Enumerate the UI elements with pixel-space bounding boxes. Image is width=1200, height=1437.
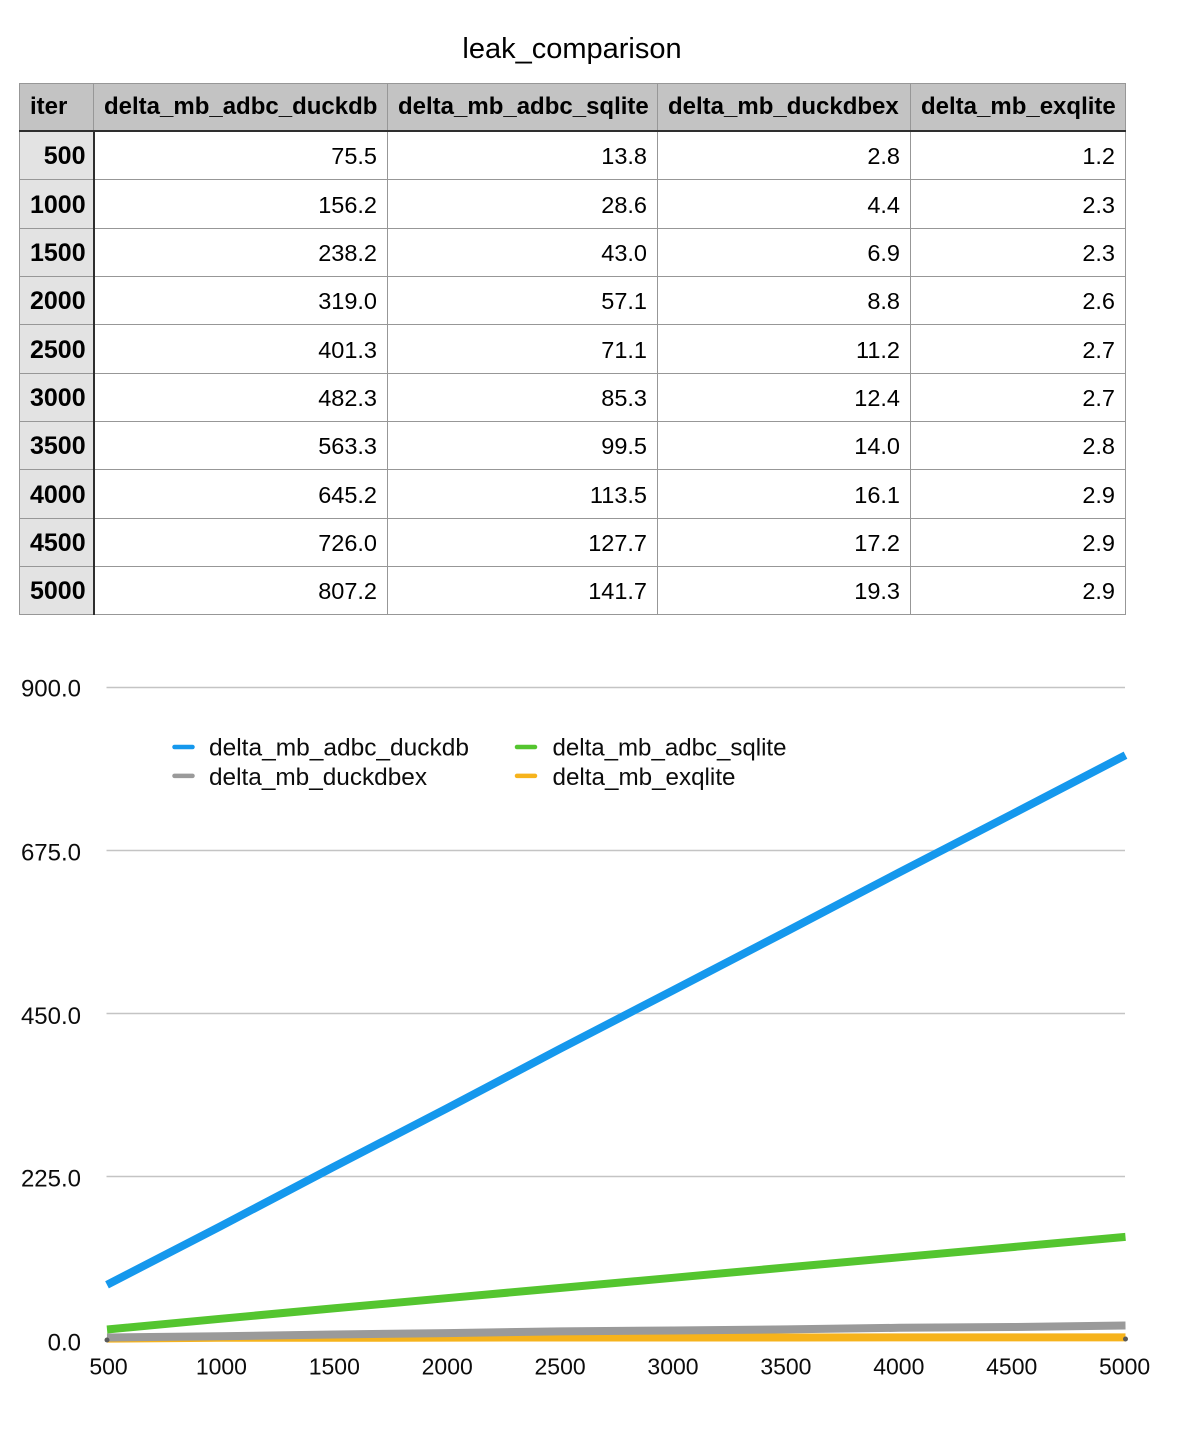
svg-text:0.0: 0.0 [48,1329,81,1356]
svg-text:2000: 2000 [422,1353,473,1379]
svg-text:3000: 3000 [647,1353,698,1379]
svg-text:675.0: 675.0 [21,839,81,866]
svg-text:5000: 5000 [1099,1353,1150,1379]
svg-text:900.0: 900.0 [21,676,81,703]
svg-text:225.0: 225.0 [21,1166,81,1193]
svg-text:3500: 3500 [760,1353,811,1379]
svg-text:delta_mb_adbc_sqlite: delta_mb_adbc_sqlite [553,735,787,762]
svg-text:delta_mb_exqlite: delta_mb_exqlite [553,764,736,791]
svg-text:2500: 2500 [535,1353,586,1379]
svg-text:450.0: 450.0 [21,1003,81,1030]
svg-text:4500: 4500 [986,1353,1037,1379]
svg-text:delta_mb_adbc_duckdb: delta_mb_adbc_duckdb [209,735,469,762]
svg-text:delta_mb_duckdbex: delta_mb_duckdbex [209,764,427,791]
svg-text:1000: 1000 [196,1353,247,1379]
svg-text:500: 500 [89,1353,127,1379]
svg-text:1500: 1500 [309,1353,360,1379]
svg-text:4000: 4000 [873,1353,924,1379]
